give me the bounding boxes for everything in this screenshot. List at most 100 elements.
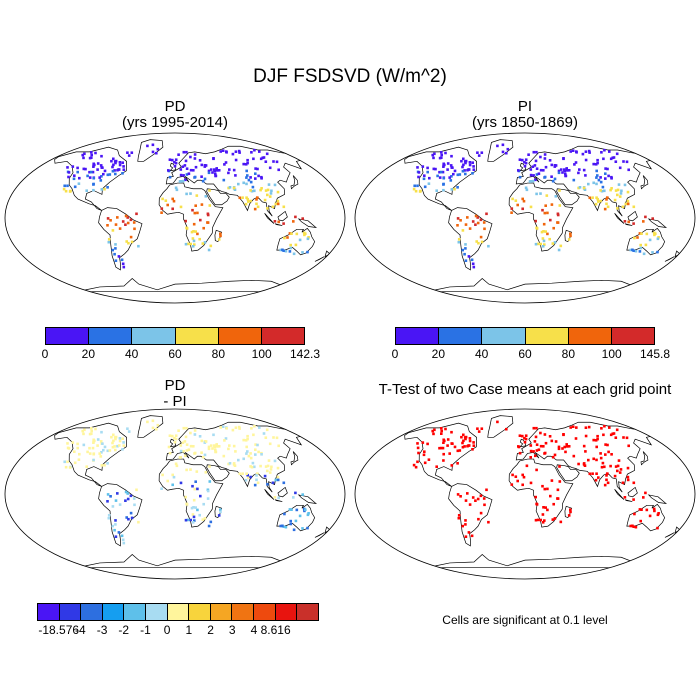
grid-cell	[529, 456, 532, 459]
grid-cell	[531, 165, 535, 168]
grid-cell	[213, 168, 216, 171]
grid-cell	[118, 503, 122, 506]
grid-cell	[548, 237, 551, 241]
grid-cell	[559, 244, 563, 248]
grid-cell	[440, 429, 443, 433]
grid-cell	[91, 170, 95, 174]
grid-cell	[632, 498, 635, 501]
grid-cell	[453, 445, 457, 449]
grid-cell	[657, 512, 660, 515]
grid-cells	[62, 143, 310, 269]
grid-cell	[569, 510, 572, 514]
grid-cell	[518, 434, 522, 437]
grid-cell	[596, 158, 599, 162]
grid-cell	[96, 162, 100, 165]
grid-cell	[451, 442, 454, 445]
grid-cell	[100, 464, 104, 467]
grid-cell	[644, 491, 647, 495]
grid-cell	[464, 243, 467, 246]
grid-cell	[244, 478, 248, 482]
grid-cell	[301, 251, 304, 254]
grid-cell	[464, 172, 467, 176]
grid-cell	[438, 156, 442, 160]
grid-cell	[466, 444, 469, 448]
grid-cell	[476, 497, 480, 501]
grid-cell	[472, 165, 475, 168]
grid-cell	[269, 468, 273, 471]
grid-cell	[244, 439, 248, 442]
pd-colorbar-tick-label: 100	[251, 347, 272, 361]
grid-cell	[575, 151, 578, 154]
grid-cell	[260, 453, 263, 456]
grid-cell	[468, 503, 472, 506]
grid-cell	[474, 214, 478, 218]
grid-cell	[200, 439, 204, 443]
grid-cell	[194, 204, 197, 207]
grid-cell	[221, 425, 225, 428]
grid-cell	[644, 215, 647, 219]
grid-cell	[307, 512, 310, 515]
grid-cell	[471, 262, 475, 266]
grid-cell	[542, 239, 546, 243]
grid-cell	[562, 433, 565, 437]
grid-cell	[294, 491, 297, 495]
grid-cell	[99, 179, 103, 182]
grid-cell	[192, 445, 195, 448]
grid-cell	[605, 198, 608, 201]
grid-cell	[224, 437, 228, 440]
grid-cell	[174, 462, 178, 466]
grid-cell	[511, 473, 514, 477]
grid-cell	[651, 251, 654, 254]
grid-cell	[64, 465, 68, 469]
grid-cell	[112, 439, 115, 443]
grid-cell	[595, 176, 598, 179]
grid-cell	[542, 445, 545, 448]
grid-cell	[207, 169, 211, 173]
grid-cell	[156, 423, 160, 427]
grid-cell	[271, 205, 275, 209]
grid-cell	[572, 178, 576, 182]
grid-cell	[242, 457, 245, 461]
grid-cell	[258, 150, 261, 153]
grid-cell	[534, 219, 537, 223]
grid-cell	[270, 189, 273, 193]
grid-cell	[67, 171, 71, 174]
grid-cell	[198, 159, 202, 162]
grid-cell	[185, 468, 188, 472]
grid-cell	[595, 458, 598, 462]
grid-cell	[599, 180, 603, 184]
grid-cell	[173, 440, 177, 444]
grid-cell	[256, 443, 259, 447]
grid-cell	[272, 436, 275, 439]
coastline	[404, 422, 477, 487]
grid-cell	[130, 151, 134, 154]
grid-cell	[599, 456, 603, 460]
grid-cell	[207, 248, 211, 252]
grid-cell	[99, 164, 103, 167]
grid-cell	[416, 166, 419, 169]
grid-cell	[614, 160, 618, 163]
grid-cell	[241, 472, 244, 475]
coastline	[508, 458, 574, 528]
grid-cell	[253, 483, 257, 487]
diff-colorbar-tick-label: 3	[228, 623, 236, 637]
grid-cell	[272, 160, 275, 163]
grid-cell	[562, 157, 565, 161]
grid-cell	[106, 173, 110, 177]
grid-cell	[557, 169, 561, 173]
diff-colorbar-tick-label: 4	[250, 623, 258, 637]
grid-cell	[249, 452, 252, 455]
grid-cell	[92, 176, 95, 180]
grid-cell	[256, 472, 259, 475]
grid-cell	[569, 508, 572, 511]
grid-cell	[543, 243, 546, 246]
grid-cell	[574, 161, 578, 164]
grid-cell	[185, 449, 189, 452]
coastline	[519, 438, 527, 448]
grid-cell	[184, 159, 188, 163]
grid-cell	[595, 169, 598, 173]
grid-cell	[561, 171, 564, 174]
grid-cell	[244, 202, 248, 206]
grid-cell	[529, 180, 532, 183]
grid-cell	[90, 151, 93, 154]
